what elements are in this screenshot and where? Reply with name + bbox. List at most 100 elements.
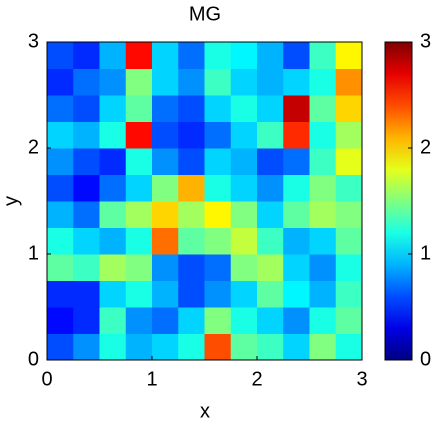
- heatmap-cell: [47, 121, 74, 149]
- heatmap-cell: [204, 42, 232, 69]
- heatmap-cell: [47, 42, 74, 69]
- heatmap-cell: [125, 148, 153, 175]
- heatmap-cell: [257, 68, 284, 96]
- x-tick-label: 1: [146, 368, 157, 390]
- heatmap-cell: [335, 254, 363, 281]
- heatmap-cell: [283, 307, 310, 334]
- heatmap-cell: [47, 227, 74, 255]
- heatmap-cell: [47, 68, 74, 96]
- heatmap-cell: [178, 121, 205, 149]
- heatmap-cell: [230, 201, 258, 228]
- heatmap-cell: [178, 174, 205, 202]
- heatmap-cell: [230, 280, 258, 308]
- heatmap-cell: [335, 148, 363, 175]
- heatmap-cell: [178, 148, 205, 175]
- heatmap-cell: [335, 121, 363, 149]
- heatmap-cell: [125, 280, 153, 308]
- x-axis-label: x: [200, 400, 210, 422]
- heatmap-cell: [152, 280, 179, 308]
- heatmap-cell: [178, 201, 205, 228]
- heatmap-cell: [99, 254, 127, 281]
- heatmap-cell: [47, 333, 74, 361]
- heatmap-cell: [309, 68, 337, 96]
- heatmap-cell: [73, 42, 100, 69]
- colorbar: [384, 41, 413, 361]
- heatmap-cell: [73, 148, 100, 175]
- heatmap-cell: [152, 95, 179, 122]
- heatmap-cell: [47, 201, 74, 228]
- heatmap-cell: [257, 307, 284, 334]
- heatmap-cell: [99, 333, 127, 361]
- heatmap-cell: [125, 121, 153, 149]
- heatmap-cell: [152, 42, 179, 69]
- heatmap-cell: [283, 254, 310, 281]
- heatmap-cell: [257, 227, 284, 255]
- heatmap-cell: [125, 42, 153, 69]
- heatmap-cell: [283, 68, 310, 96]
- colorbar-tick-label: 1: [420, 242, 431, 264]
- heatmap-cell: [47, 174, 74, 202]
- heatmap-cell: [204, 333, 232, 361]
- heatmap-cell: [47, 148, 74, 175]
- heatmap-cell: [204, 227, 232, 255]
- heatmap-cell: [152, 254, 179, 281]
- heatmap-cell: [125, 254, 153, 281]
- heatmap-cell: [178, 254, 205, 281]
- heatmap-cell: [73, 333, 100, 361]
- heatmap-cell: [99, 68, 127, 96]
- heatmap-cell: [257, 148, 284, 175]
- heatmap-cell: [125, 95, 153, 122]
- chart-title: MG: [189, 3, 221, 25]
- heatmap-cell: [309, 148, 337, 175]
- heatmap-cell: [283, 121, 310, 149]
- heatmap-cell: [283, 333, 310, 361]
- heatmap-cell: [73, 280, 100, 308]
- heatmap-cell: [283, 95, 310, 122]
- y-axis-label: y: [0, 196, 22, 206]
- heatmap-cell: [73, 174, 100, 202]
- heatmap-cell: [257, 254, 284, 281]
- heatmap-cell: [257, 201, 284, 228]
- heatmap-cell: [309, 333, 337, 361]
- y-tick-label: 3: [28, 30, 39, 52]
- heatmap-cell: [73, 121, 100, 149]
- colorbar-tick-label: 2: [420, 136, 431, 158]
- heatmap-cell: [335, 280, 363, 308]
- heatmap-cell: [99, 280, 127, 308]
- heatmap-cell: [257, 333, 284, 361]
- heatmap-cell: [125, 307, 153, 334]
- heatmap-cell: [257, 95, 284, 122]
- heatmap-cell: [99, 201, 127, 228]
- heatmap-cell: [178, 68, 205, 96]
- heatmap-cell: [335, 68, 363, 96]
- heatmap-cell: [257, 121, 284, 149]
- heatmap-cell: [230, 307, 258, 334]
- heatmap-cell: [204, 68, 232, 96]
- heatmap-cell: [283, 148, 310, 175]
- heatmap-cell: [309, 254, 337, 281]
- heatmap-cell: [47, 254, 74, 281]
- heatmap-cell: [99, 121, 127, 149]
- heatmap-cell: [230, 121, 258, 149]
- heatmap-cell: [309, 307, 337, 334]
- heatmap-cell: [230, 148, 258, 175]
- heatmap-cell: [309, 280, 337, 308]
- heatmap-cell: [99, 227, 127, 255]
- heatmap-cell: [125, 333, 153, 361]
- heatmap-cell: [73, 95, 100, 122]
- heatmap-cell: [204, 174, 232, 202]
- heatmap-cell: [73, 68, 100, 96]
- heatmap-cell: [73, 307, 100, 334]
- y-tick-label: 1: [28, 242, 39, 264]
- heatmap-cell: [99, 174, 127, 202]
- heatmap-cell: [230, 68, 258, 96]
- heatmap-cell: [125, 227, 153, 255]
- heatmap-cell: [230, 333, 258, 361]
- heatmap-cell: [178, 95, 205, 122]
- x-tick-label: 2: [251, 368, 262, 390]
- heatmap-cell: [283, 227, 310, 255]
- heatmap-cell: [335, 227, 363, 255]
- heatmap-cell: [178, 42, 205, 69]
- heatmap-cell: [335, 174, 363, 202]
